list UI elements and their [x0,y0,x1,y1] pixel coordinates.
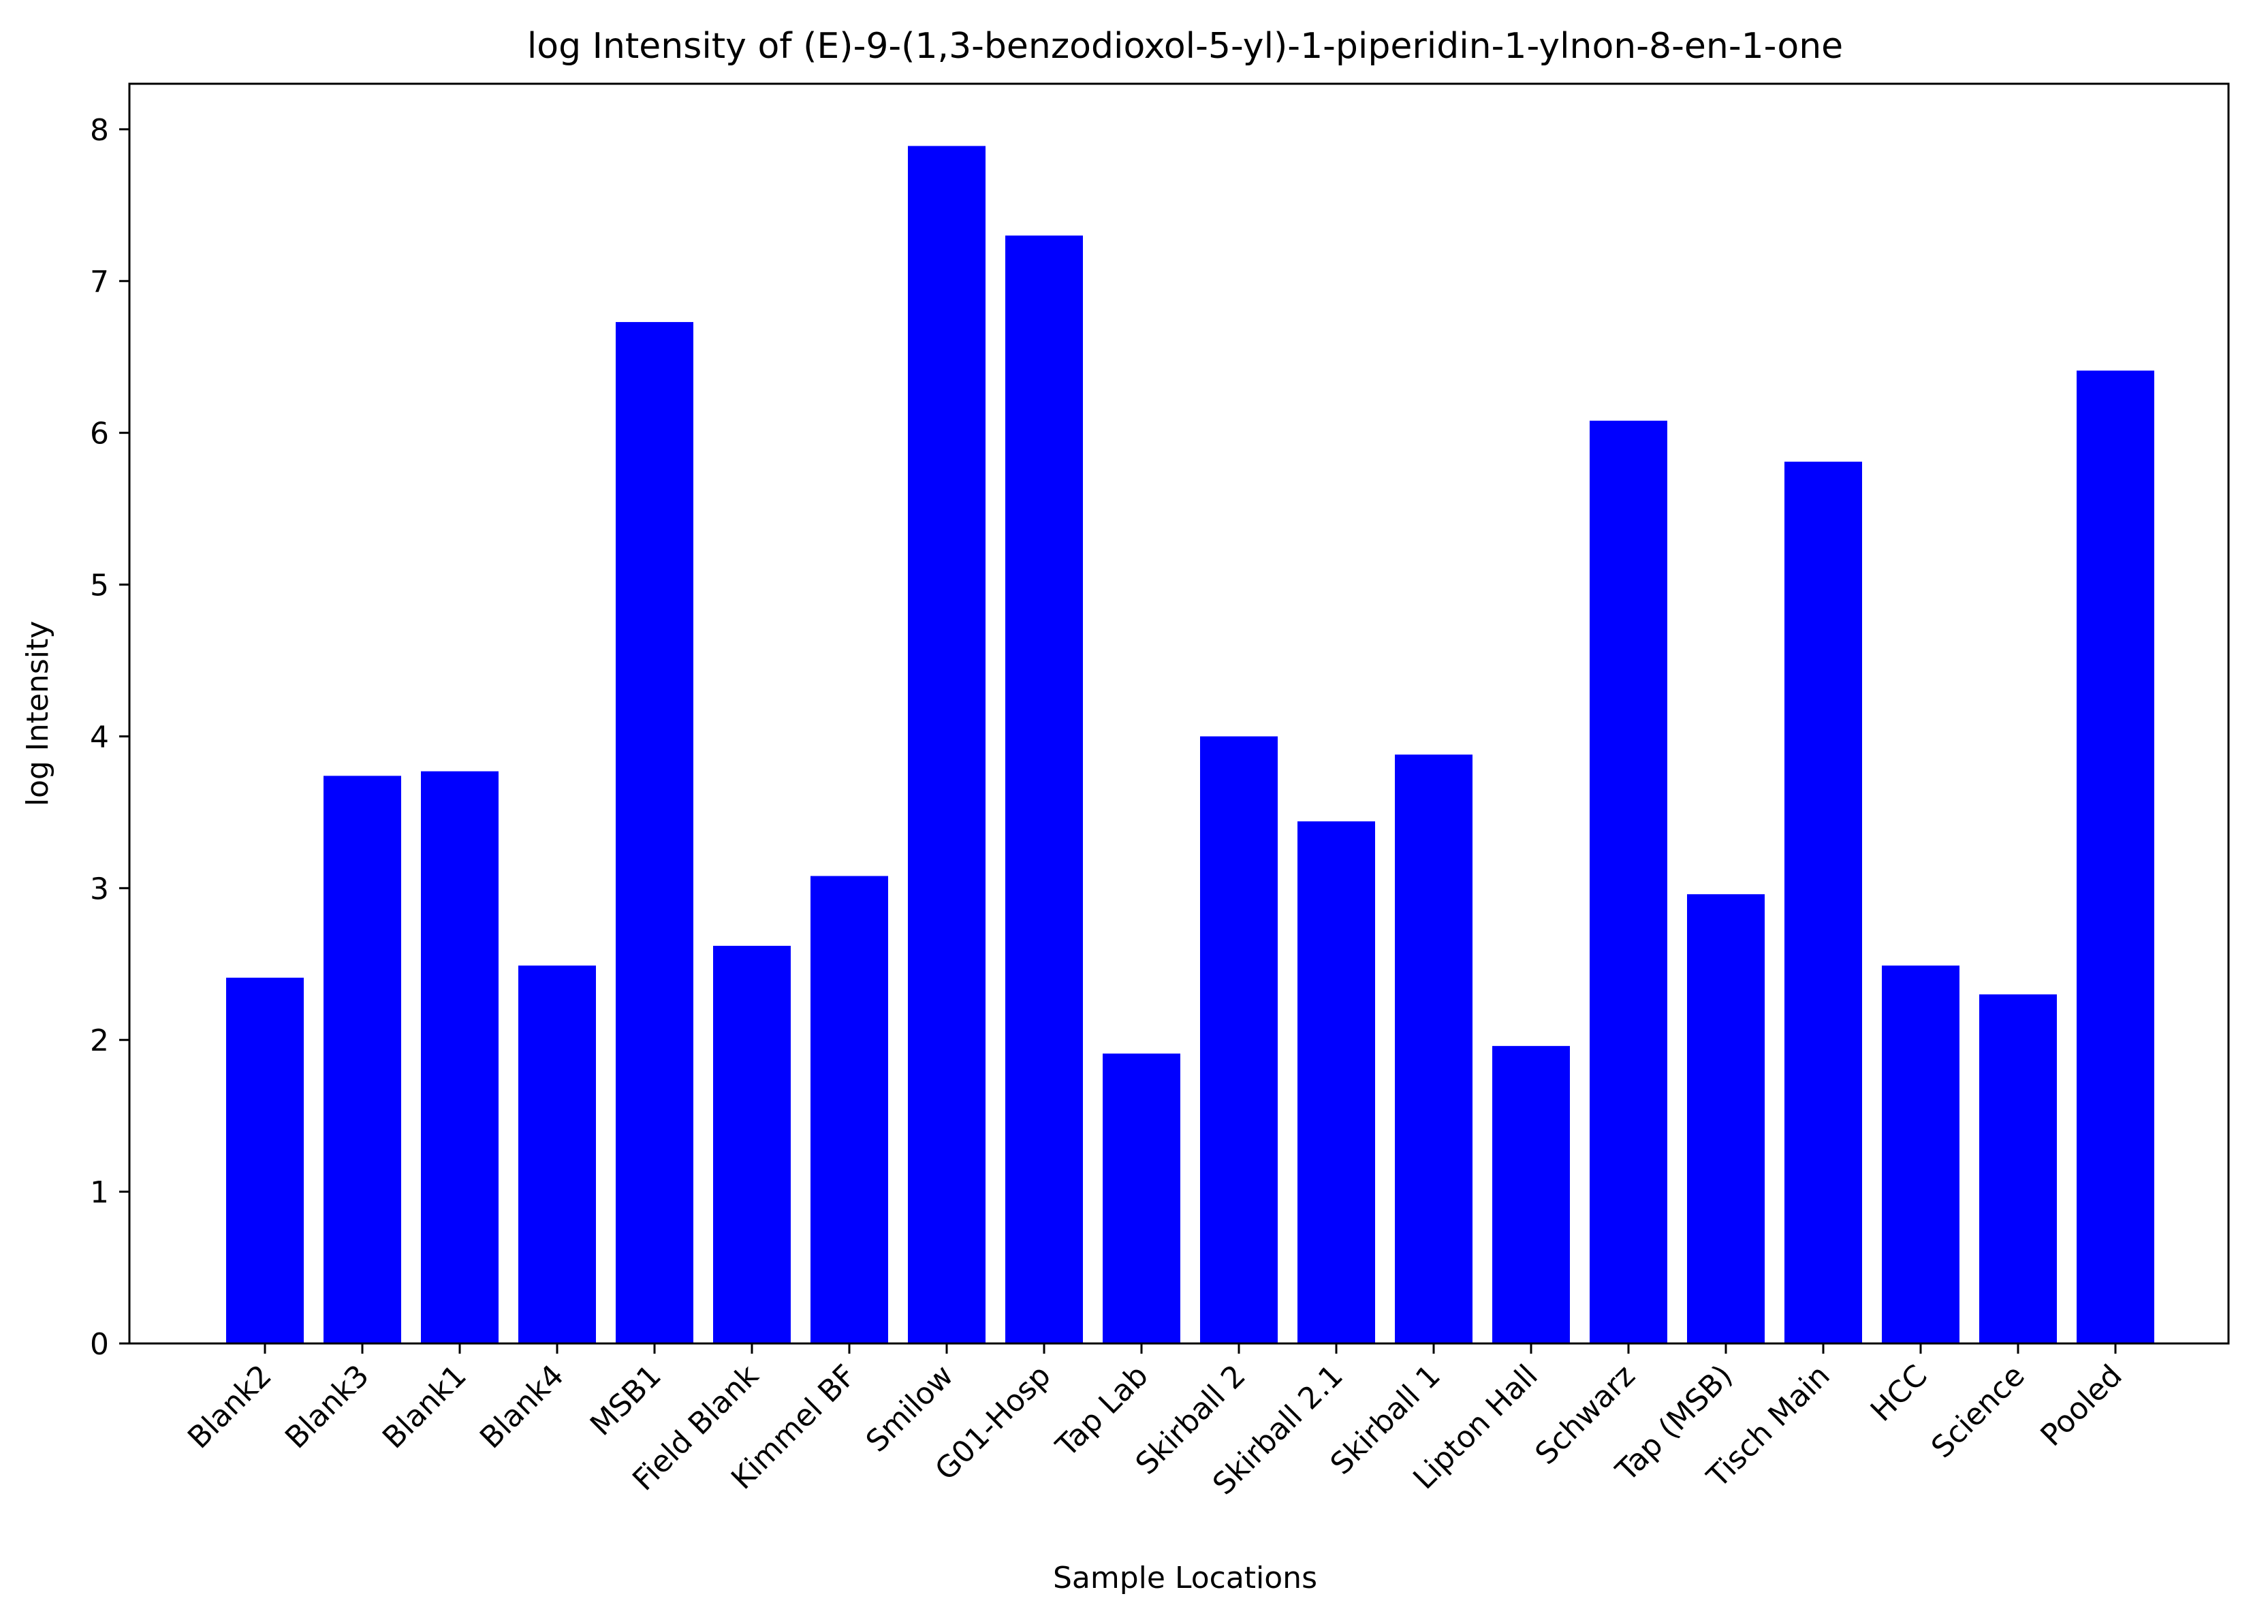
y-tick-label: 6 [90,417,109,451]
y-tick-label: 1 [90,1175,109,1210]
bar-science [1979,994,2057,1343]
x-tick-label: Blank4 [473,1358,571,1456]
bar-smilow [908,146,986,1344]
y-tick-label: 4 [90,720,109,754]
y-tick-label: 2 [90,1023,109,1058]
bar-pooled [2077,370,2154,1343]
chart-title: log Intensity of (E)-9-(1,3-benzodioxol-… [527,26,1843,67]
y-axis-label: log Intensity [20,621,55,807]
bar-skirball-2-1 [1297,821,1375,1343]
bar-schwarz [1590,420,1667,1343]
x-tick-label: Blank3 [279,1358,376,1456]
x-tick-label: Blank1 [376,1358,473,1456]
bar-tap-lab [1103,1053,1180,1343]
bar-skirball-2 [1200,736,1278,1343]
x-tick-label: MSB1 [584,1358,668,1443]
x-tick-label: HCC [1864,1358,1934,1429]
bar-lipton-hall [1492,1046,1570,1343]
y-tick-label: 0 [90,1327,109,1362]
bar-tisch-main [1784,462,1862,1343]
x-tick-label: Science [1925,1358,2032,1465]
x-tick-label: Blank2 [181,1358,279,1456]
y-tick-label: 5 [90,569,109,603]
x-tick-label: Smilow [860,1358,960,1459]
bar-tap-msb [1687,894,1765,1343]
bar-hcc [1882,966,1959,1343]
y-tick-label: 8 [90,113,109,148]
bar-field-blank [713,946,791,1343]
bars-group [226,146,2154,1344]
bar-blank1 [421,771,499,1343]
bar-blank2 [226,977,304,1343]
bar-blank4 [518,966,596,1343]
x-tick-label: Pooled [2034,1358,2128,1453]
bar-g01-hosp [1005,235,1083,1343]
plot-area-frame [128,82,2230,1345]
x-axis-label: Sample Locations [1053,1561,1317,1595]
bar-kimmel-bf [810,876,888,1343]
y-axis-ticks: 0 1 2 3 4 5 6 7 8 [90,113,129,1362]
y-tick-label: 7 [90,265,109,300]
y-tick-label: 3 [90,872,109,906]
bar-blank3 [324,776,401,1343]
bar-skirball-1 [1395,754,1472,1343]
bar-msb1 [616,321,693,1344]
